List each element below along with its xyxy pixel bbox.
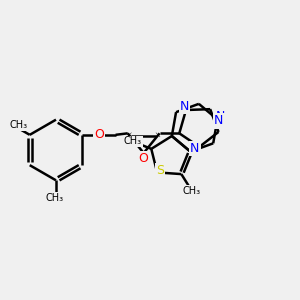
- Text: N: N: [190, 142, 200, 155]
- Text: S: S: [156, 164, 164, 177]
- Text: N: N: [214, 115, 224, 128]
- Text: N: N: [180, 100, 189, 113]
- Text: CH₃: CH₃: [183, 186, 201, 196]
- Text: N: N: [216, 110, 225, 123]
- Text: CH₃: CH₃: [45, 193, 64, 202]
- Text: CH₃: CH₃: [9, 120, 27, 130]
- Text: CH₃: CH₃: [124, 136, 142, 146]
- Text: O: O: [94, 128, 104, 141]
- Text: O: O: [139, 152, 148, 165]
